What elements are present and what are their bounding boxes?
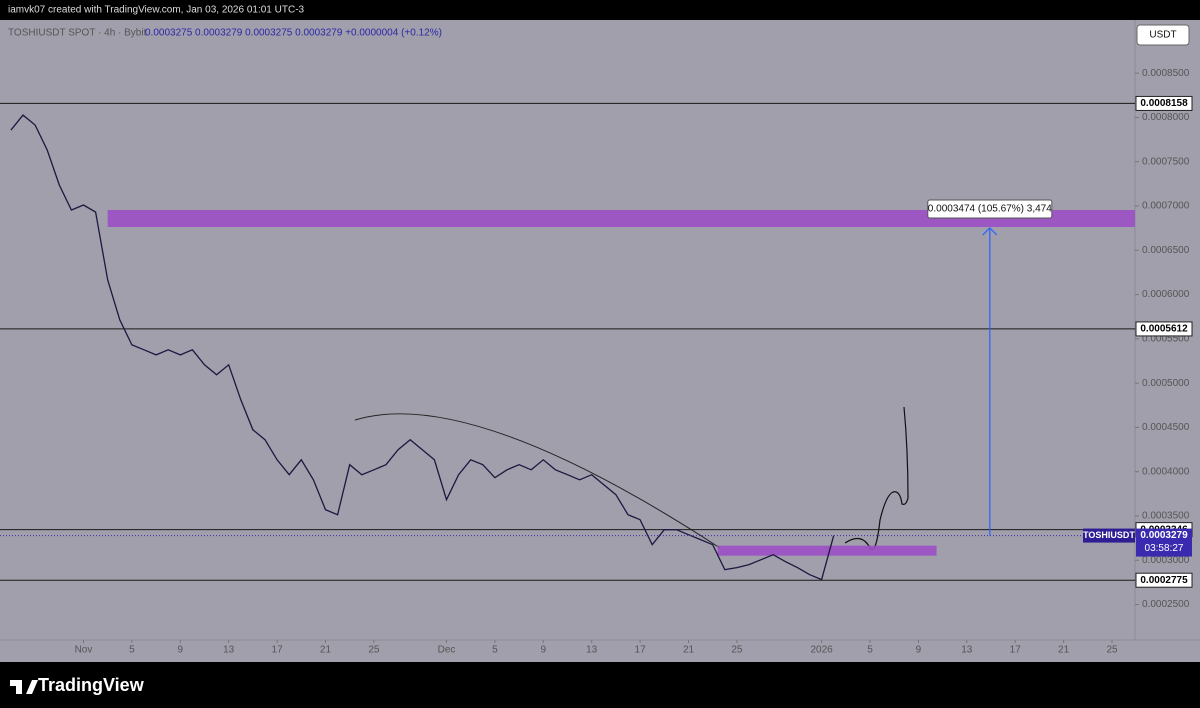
y-tick-label: 0.0007500 xyxy=(1142,156,1190,167)
y-tick-label: 0.0006000 xyxy=(1142,289,1190,300)
y-tick-label: 0.0002500 xyxy=(1142,599,1190,610)
y-tick-label: 0.0008000 xyxy=(1142,112,1190,123)
level-label: 0.0008158 xyxy=(1140,98,1188,109)
level-label-box xyxy=(1135,572,1193,588)
x-tick-label: 25 xyxy=(731,645,743,656)
y-tick-label: 0.0007000 xyxy=(1142,201,1190,212)
x-tick-label: 5 xyxy=(867,645,873,656)
x-tick-label: 5 xyxy=(492,645,498,656)
zone xyxy=(107,209,1135,227)
x-tick-label: 13 xyxy=(223,645,235,656)
x-tick-label: 9 xyxy=(178,645,184,656)
currency[interactable]: USDT xyxy=(1149,30,1176,41)
level-label: 0.0002775 xyxy=(1140,575,1188,586)
logo-icon xyxy=(10,680,38,694)
y-tick-label: 0.0008500 xyxy=(1142,68,1190,79)
y-tick-label: 0.0003500 xyxy=(1142,511,1190,522)
x-tick-label: 17 xyxy=(635,645,647,656)
x-tick-label: 9 xyxy=(541,645,547,656)
symbol-box xyxy=(1083,528,1135,543)
x-tick-label: 25 xyxy=(368,645,380,656)
measure-label-box xyxy=(927,199,1053,219)
x-tick-label: Nov xyxy=(75,645,93,656)
last-price-label: 0.0003279 xyxy=(1140,530,1188,541)
x-tick-label: Dec xyxy=(438,645,456,656)
ohlc-info: 0.0003275 0.0003279 0.0003275 0.0003279 … xyxy=(145,28,442,39)
x-tick-label: 25 xyxy=(1106,645,1118,656)
zone xyxy=(717,545,937,556)
x-tick-label: 2026 xyxy=(810,645,833,656)
y-tick-label: 0.0005000 xyxy=(1142,378,1190,389)
currency-box[interactable] xyxy=(1136,24,1190,46)
x-tick-label: 21 xyxy=(683,645,695,656)
x-tick-label: 9 xyxy=(916,645,922,656)
x-tick-label: 17 xyxy=(272,645,284,656)
x-tick-label: 17 xyxy=(1010,645,1022,656)
countdown: 03:58:27 xyxy=(1145,543,1184,554)
measure-label: 0.0003474 (105.67%) 3,474 xyxy=(928,204,1052,215)
price-line xyxy=(10,114,835,581)
y-tick-label: 0.0003000 xyxy=(1142,555,1190,566)
x-tick-label: 13 xyxy=(961,645,973,656)
symbol-label: TOSHIUSDT xyxy=(1083,530,1135,540)
level-label: 0.0005612 xyxy=(1140,324,1188,335)
x-tick-label: 21 xyxy=(1058,645,1070,656)
y-tick-label: 0.0004000 xyxy=(1142,466,1190,477)
level-label-box xyxy=(1135,95,1193,111)
x-tick-label: 21 xyxy=(320,645,332,656)
y-tick-label: 0.0005500 xyxy=(1142,333,1190,344)
arc-drawing xyxy=(354,413,721,549)
symbol-info: TOSHIUSDT SPOT · 4h · Bybit xyxy=(8,28,147,39)
level-label-box xyxy=(1135,321,1193,337)
brand: TradingView xyxy=(38,675,145,695)
arrow-head xyxy=(982,227,998,236)
y-tick-label: 0.0004500 xyxy=(1142,422,1190,433)
y-tick-label: 0.0006500 xyxy=(1142,245,1190,256)
last-price-box xyxy=(1136,528,1192,557)
header-title: iamvk07 created with TradingView.com, Ja… xyxy=(8,5,305,16)
x-tick-label: 13 xyxy=(586,645,598,656)
logo: TradingView xyxy=(10,675,145,695)
chart-background xyxy=(0,20,1200,662)
x-tick-label: 5 xyxy=(129,645,135,656)
